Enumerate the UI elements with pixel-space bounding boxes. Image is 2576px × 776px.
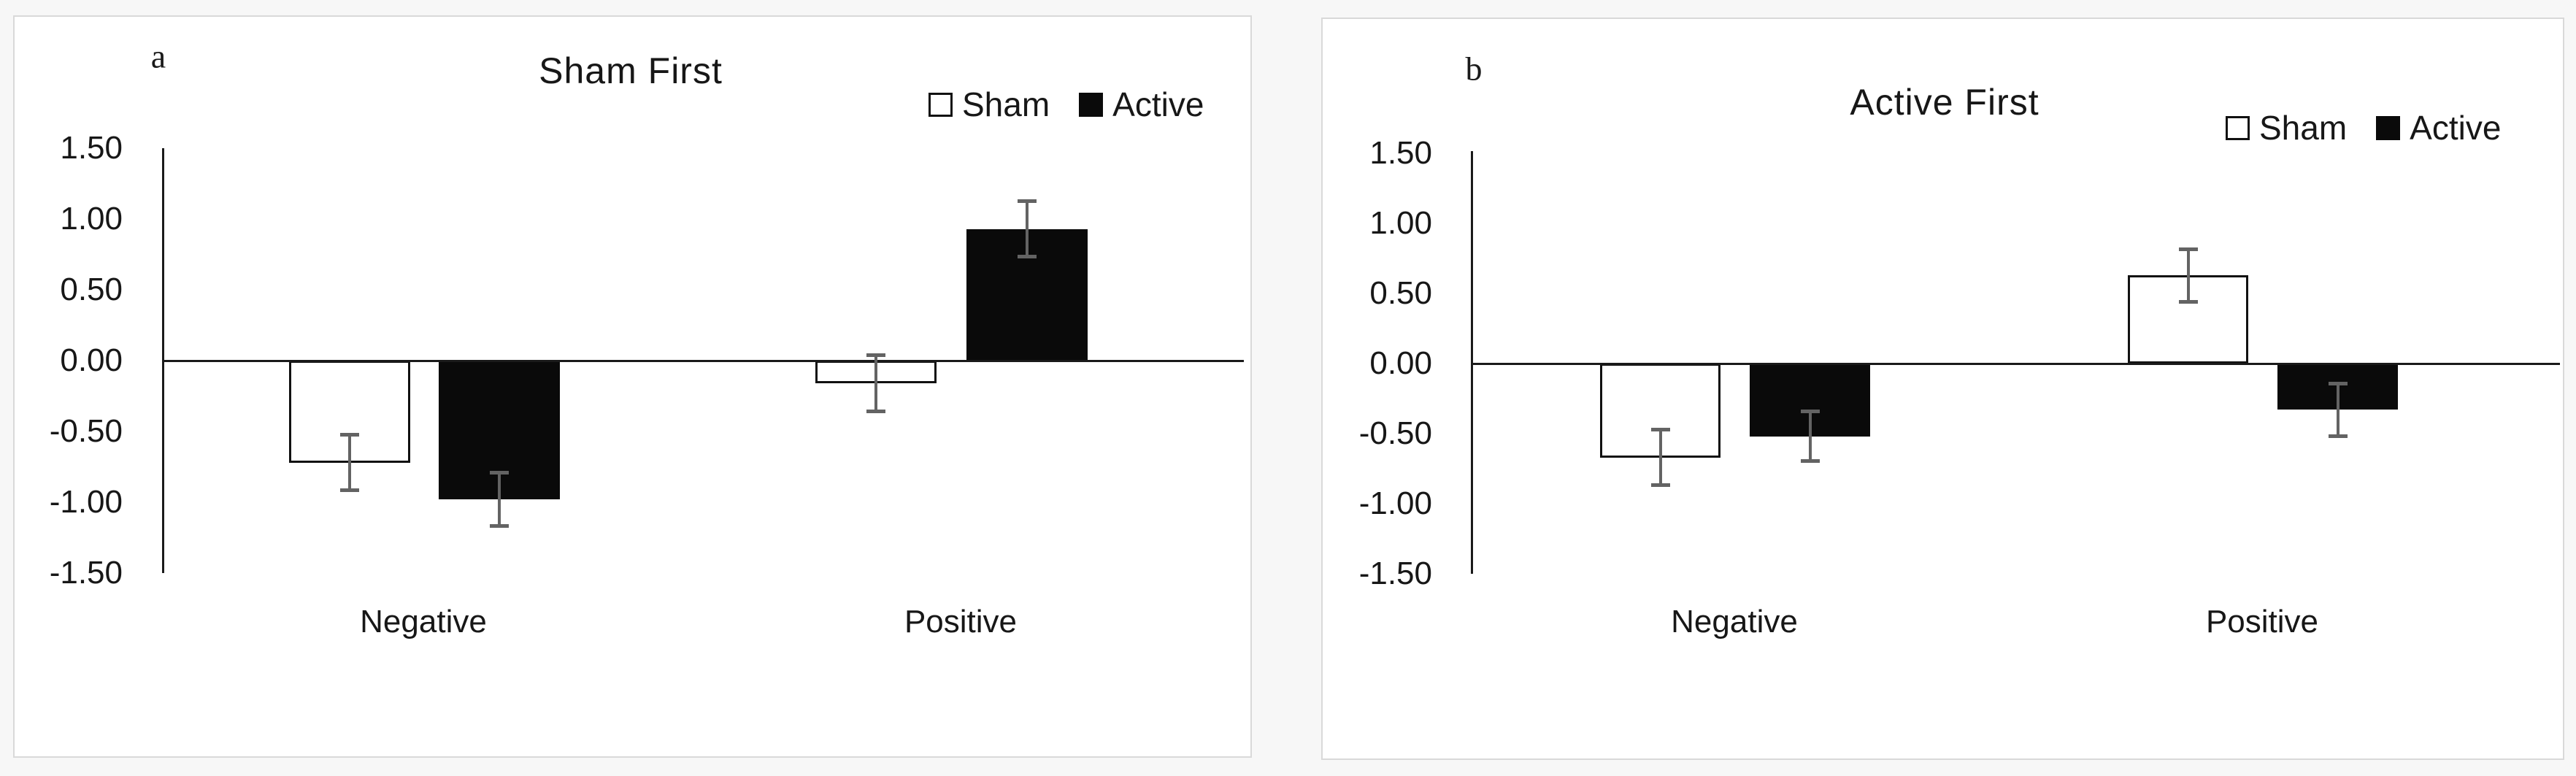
legend-label-active: Active xyxy=(1112,85,1204,123)
chart-title-active-first: Active First xyxy=(1850,82,2039,123)
error-bar-active-negative xyxy=(1808,411,1812,462)
legend-swatch-sham xyxy=(2226,115,2250,140)
error-bar-sham-negative-cap-top xyxy=(340,432,359,437)
legend-item-active: Active xyxy=(1079,85,1204,124)
error-bar-active-positive-cap-bottom xyxy=(2328,434,2348,438)
y-tick-label: 0.00 xyxy=(60,342,123,378)
y-tick-label: 0.00 xyxy=(1369,345,1432,381)
chart-title-sham-first: Sham First xyxy=(539,50,723,91)
plot-area: 1.50 1.00 0.50 0.00 -0.50 -1.00 -1.50 Negative P… xyxy=(1323,19,2563,758)
error-bar-sham-positive-cap-bottom xyxy=(866,409,885,413)
panel-active-first: b Active First Sham Active 1.50 1.00 0.50 0… xyxy=(1321,18,2564,760)
x-category-label-negative: Negative xyxy=(360,604,487,639)
legend-item-sham: Sham xyxy=(2226,108,2347,147)
legend-label-sham: Sham xyxy=(962,85,1050,123)
error-bar-sham-positive-cap-top xyxy=(2178,247,2198,251)
error-bar-sham-negative xyxy=(348,434,351,491)
error-bar-active-negative-cap-bottom xyxy=(1800,459,1820,464)
error-bar-sham-positive xyxy=(874,355,877,412)
error-bar-sham-negative-cap-bottom xyxy=(1650,483,1670,488)
error-bar-active-positive xyxy=(1026,200,1029,258)
y-axis-line xyxy=(1471,151,1473,574)
plot-area: 1.50 1.00 0.50 0.00 -0.50 -1.00 -1.50 Negative P… xyxy=(15,17,1250,756)
error-bar-sham-negative-cap-bottom xyxy=(340,488,359,493)
error-bar-sham-negative xyxy=(1658,429,1662,486)
y-tick-label: -1.50 xyxy=(49,555,123,591)
panel-sham-first: a Sham First Sham Active 1.50 1.00 0.50 0.0… xyxy=(13,15,1252,758)
panel-letter-b: b xyxy=(1465,50,1483,88)
legend-swatch-sham xyxy=(928,92,953,117)
legend: Sham Active xyxy=(928,85,1204,124)
error-bar-active-negative-cap-top xyxy=(1800,410,1820,414)
error-bar-active-positive-cap-bottom xyxy=(1018,255,1037,259)
y-tick-label: -0.50 xyxy=(49,413,123,449)
legend-item-sham: Sham xyxy=(928,85,1050,124)
y-tick-label: 1.50 xyxy=(1369,135,1432,171)
error-bar-active-positive-cap-top xyxy=(2328,381,2348,385)
error-bar-sham-positive xyxy=(2186,248,2190,302)
error-bar-active-positive xyxy=(2336,383,2339,437)
legend-item-active: Active xyxy=(2376,108,2501,147)
y-tick-label: 0.50 xyxy=(60,272,123,307)
error-bar-active-negative xyxy=(498,472,501,526)
legend-label-active: Active xyxy=(2410,109,2502,147)
error-bar-sham-positive-cap-top xyxy=(866,353,885,358)
legend-swatch-active xyxy=(2376,115,2401,140)
y-tick-label: -1.50 xyxy=(1358,556,1432,591)
error-bar-sham-negative-cap-top xyxy=(1650,428,1670,432)
y-tick-label: -0.50 xyxy=(1358,415,1432,451)
error-bar-sham-positive-cap-bottom xyxy=(2178,299,2198,304)
y-tick-label: 1.00 xyxy=(1369,205,1432,241)
x-category-label-positive: Positive xyxy=(904,604,1018,639)
panel-letter-a: a xyxy=(150,37,166,75)
y-tick-label: -1.00 xyxy=(1358,485,1432,521)
x-category-label-negative: Negative xyxy=(1671,604,1798,639)
x-axis-zero-line xyxy=(162,360,1244,362)
x-axis-zero-line xyxy=(1471,363,2560,365)
x-category-label-positive: Positive xyxy=(2205,604,2319,639)
y-tick-label: -1.00 xyxy=(49,484,123,520)
error-bar-active-positive-cap-top xyxy=(1018,199,1037,203)
error-bar-active-negative-cap-top xyxy=(490,471,509,475)
legend: Sham Active xyxy=(2226,108,2501,147)
y-tick-label: 0.50 xyxy=(1369,275,1432,311)
legend-label-sham: Sham xyxy=(2259,109,2348,147)
y-tick-label: 1.50 xyxy=(60,130,123,166)
y-tick-label: 1.00 xyxy=(60,201,123,237)
legend-swatch-active xyxy=(1079,92,1104,117)
error-bar-active-negative-cap-bottom xyxy=(490,523,509,528)
